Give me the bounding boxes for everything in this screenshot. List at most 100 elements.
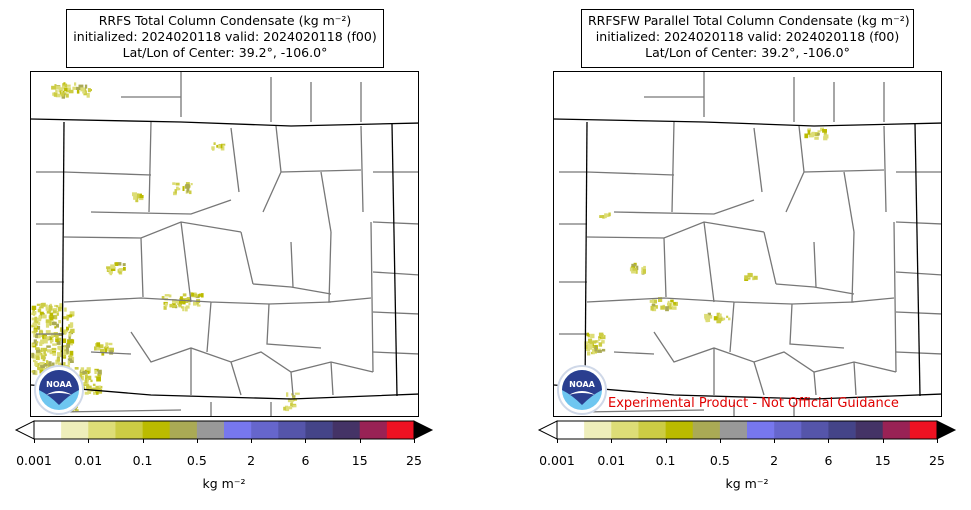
condensate-cell <box>46 310 51 314</box>
colorbar-tick-label: 6 <box>824 453 833 468</box>
condensate-cell <box>68 89 74 94</box>
condensate-cell <box>64 83 68 88</box>
condensate-cell <box>31 317 37 321</box>
county-boundary <box>586 297 855 353</box>
condensate-cell <box>78 84 84 88</box>
county-boundary <box>36 171 64 335</box>
condensate-cell <box>34 324 38 328</box>
condensate-cell <box>92 383 96 387</box>
condensate-cell <box>50 332 56 337</box>
condensate-cell <box>188 302 191 306</box>
map-area[interactable]: NOAA <box>30 71 419 417</box>
condensate-cell <box>65 93 69 98</box>
condensate-cell <box>652 306 657 312</box>
condensate-cell <box>651 303 656 307</box>
condensate-cell <box>44 335 47 340</box>
condensate-cell <box>65 89 71 93</box>
condensate-cell <box>815 132 818 135</box>
colorbar-segment <box>747 421 775 439</box>
colorbar-segment <box>557 421 585 439</box>
condensate-cell <box>42 358 46 362</box>
title-line-3: Lat/Lon of Center: 39.2°, -106.0° <box>645 45 850 60</box>
condensate-cell <box>33 339 37 345</box>
colorbar-tick-label: 6 <box>301 453 310 468</box>
colorbar-tick-mark <box>196 439 198 443</box>
condensate-cell <box>665 306 669 312</box>
condensate-cell <box>74 409 79 412</box>
condensate-cell <box>39 341 43 346</box>
condensate-cell <box>86 93 90 98</box>
colorbar-tick-label: 0.001 <box>539 453 575 468</box>
county-boundary <box>63 297 332 353</box>
county-map <box>554 72 941 416</box>
condensate-cell <box>283 406 286 411</box>
condensate-cell <box>195 295 200 299</box>
condensate-cell <box>69 311 75 317</box>
condensate-cell <box>182 306 185 312</box>
condensate-cell <box>193 301 197 306</box>
county-boundary <box>785 125 887 233</box>
condensate-cell <box>87 391 92 394</box>
condensate-cell <box>132 192 137 197</box>
condensate-cell <box>105 348 107 353</box>
colorbar-tick-mark <box>665 439 667 443</box>
condensate-cell <box>172 182 176 185</box>
condensate-cell <box>707 312 711 316</box>
condensate-cell <box>86 384 90 390</box>
condensate-cell <box>42 314 47 319</box>
colorbar-segment <box>882 421 911 439</box>
condensate-cell <box>35 356 40 361</box>
condensate-cell <box>36 341 39 344</box>
condensate-cell <box>52 343 57 346</box>
condensate-cell <box>704 313 709 319</box>
condensate-cell <box>69 314 72 318</box>
condensate-cell <box>287 398 292 403</box>
condensate-cell <box>171 303 176 306</box>
county-boundary <box>252 221 374 373</box>
condensate-cell <box>174 304 177 308</box>
condensate-cell <box>47 349 52 353</box>
condensate-cell <box>45 322 50 328</box>
condensate-cell <box>92 387 96 391</box>
logo-sky <box>562 370 602 405</box>
condensate-cell <box>31 305 37 310</box>
condensate-cell <box>584 341 589 346</box>
condensate-cell <box>48 361 52 367</box>
county-boundary <box>130 331 374 373</box>
condensate-cell <box>81 375 84 381</box>
map-area[interactable]: NOAA Experimental Product - Not Official… <box>553 71 942 417</box>
condensate-cell <box>601 340 605 344</box>
condensate-cell <box>51 85 56 90</box>
logo-text: NOAA <box>46 380 72 389</box>
condensate-cell <box>716 319 722 324</box>
condensate-cell <box>96 342 101 347</box>
condensate-cell <box>817 130 821 133</box>
condensate-cell <box>66 84 71 87</box>
condensate-cell <box>42 347 48 352</box>
condensate-cell <box>46 345 51 348</box>
condensate-cell <box>635 269 638 274</box>
condensate-cell <box>37 367 41 370</box>
condensate-cell <box>94 369 97 374</box>
condensate-cell <box>56 305 59 308</box>
condensate-cell <box>84 391 89 395</box>
county-boundary <box>372 171 418 355</box>
condensate-cell <box>31 352 35 358</box>
county-boundary <box>613 348 857 396</box>
condensate-cell <box>100 348 105 353</box>
condensate-cell <box>598 342 603 347</box>
condensate-cell <box>168 294 172 298</box>
condensate-cell <box>672 306 677 310</box>
state-boundary <box>61 121 65 396</box>
condensate-cell <box>135 197 139 203</box>
colorbar-segment <box>305 421 333 439</box>
condensate-cell <box>111 266 116 271</box>
condensate-cell <box>94 346 97 351</box>
condensate-cell <box>45 307 50 311</box>
condensate-cell <box>31 312 34 315</box>
condensate-cell <box>660 305 665 310</box>
condensate-cell <box>178 303 182 307</box>
condensate-cell <box>636 265 639 271</box>
condensate-cell <box>56 357 60 362</box>
condensate-cell <box>704 316 710 321</box>
